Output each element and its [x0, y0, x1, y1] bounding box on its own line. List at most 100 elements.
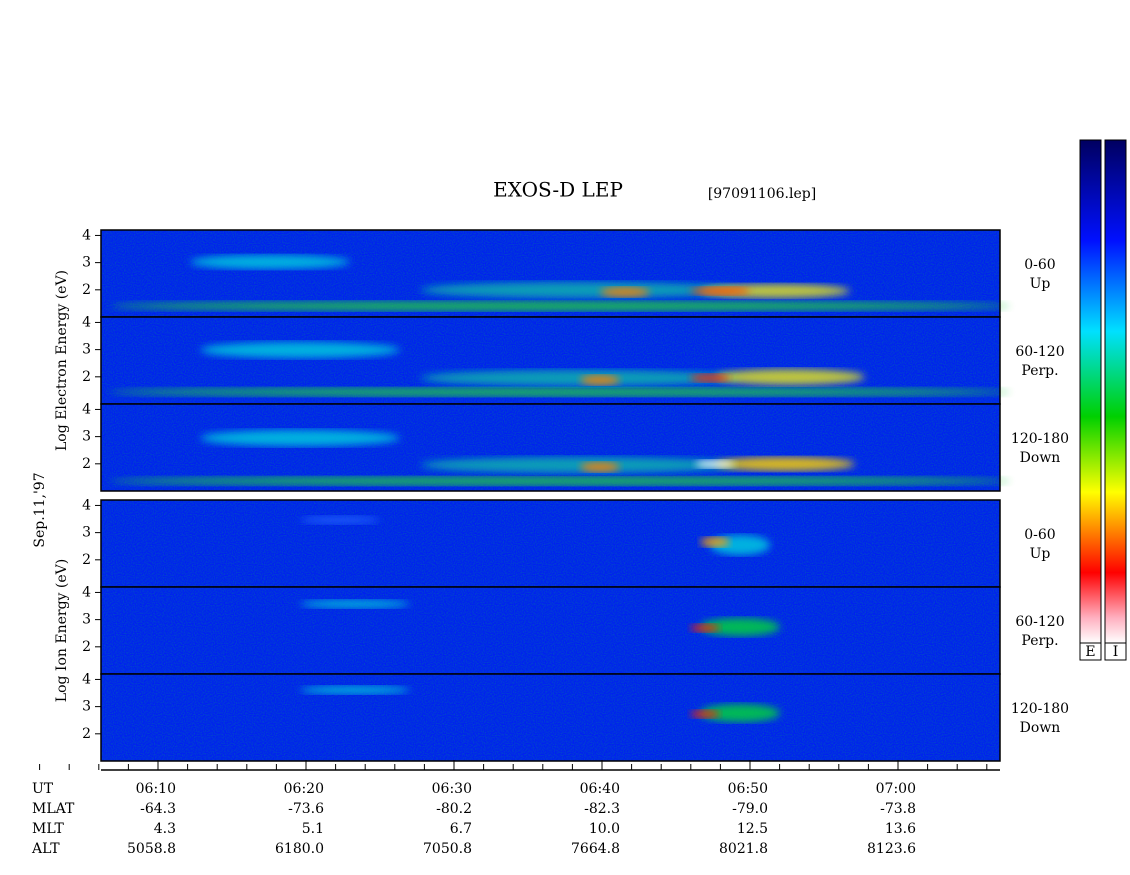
spectrogram-feature: [110, 387, 1010, 397]
spectrogram-feature: [690, 624, 720, 632]
y-tick-label: 4: [82, 401, 91, 417]
y-tick-label: 4: [82, 227, 91, 243]
y-tick-label: 4: [82, 671, 91, 687]
spectrogram-feature: [715, 457, 855, 471]
y-tick-label: 3: [82, 342, 91, 358]
spectrogram-feature: [700, 618, 780, 636]
spectrogram-noise: [101, 674, 1000, 761]
spectrogram-feature: [420, 457, 740, 473]
y-axis-title: Log Ion Energy (eV): [54, 559, 70, 702]
ephemeris-value: -80.2: [436, 801, 472, 817]
spectrogram-feature: [200, 430, 400, 446]
y-tick-label: 2: [82, 456, 91, 472]
ephemeris-label: UT: [32, 781, 54, 797]
ephemeris-value: 4.3: [154, 821, 176, 837]
ephemeris-value: 06:30: [432, 781, 472, 797]
ephemeris-value: 8021.8: [719, 841, 768, 857]
ephemeris-value: 6.7: [450, 821, 472, 837]
y-tick-label: 2: [82, 726, 91, 742]
spectrogram-noise: [101, 500, 1000, 587]
spectrogram-feature: [300, 600, 410, 608]
spectrogram-feature: [300, 686, 410, 694]
ephemeris-value: 07:00: [876, 781, 916, 797]
direction: Perp.: [1021, 363, 1058, 379]
panel-frame: [100, 403, 1001, 492]
pitch-angle: 0-60: [1024, 527, 1055, 543]
ephemeris-value: 06:20: [284, 781, 324, 797]
y-tick-label: 3: [82, 525, 91, 541]
ephemeris-value: 6180.0: [275, 841, 324, 857]
ephemeris-value: 06:10: [136, 781, 176, 797]
spectrogram-noise: [101, 587, 1000, 674]
spectrogram-feature: [700, 704, 780, 722]
spectrogram-feature: [700, 284, 850, 298]
ephemeris-value: -73.8: [880, 801, 916, 817]
spectrogram-feature: [695, 460, 735, 468]
y-tick-label: 4: [82, 314, 91, 330]
ephemeris-value: 10.0: [589, 821, 620, 837]
ephemeris-value: -64.3: [140, 801, 176, 817]
direction: Up: [1030, 546, 1051, 562]
panel-frame: [100, 673, 1001, 762]
colorbar-label: E: [1085, 644, 1095, 660]
colorbar: [1104, 139, 1127, 644]
ephemeris-value: 06:40: [580, 781, 620, 797]
pitch-angle: 0-60: [1024, 257, 1055, 273]
spectrogram-feature: [110, 301, 1010, 311]
spectrogram-feature: [580, 462, 620, 472]
pitch-angle: 120-180: [1011, 701, 1069, 717]
ephemeris-label: MLAT: [32, 801, 75, 817]
ephemeris-value: 5058.8: [127, 841, 176, 857]
direction: Down: [1020, 720, 1061, 736]
y-tick-label: 2: [82, 552, 91, 568]
y-tick-label: 4: [82, 497, 91, 513]
ephemeris-label: ALT: [31, 841, 60, 857]
spectrogram-feature: [300, 516, 380, 524]
y-axis-title: Log Electron Energy (eV): [54, 270, 70, 451]
pitch-angle: 60-120: [1015, 614, 1064, 630]
date-label: Sep.11,'97: [32, 472, 48, 547]
ephemeris-value: 8123.6: [867, 841, 916, 857]
ephemeris-value: 13.6: [885, 821, 916, 837]
spectrogram-feature: [690, 287, 750, 295]
direction: Up: [1030, 276, 1051, 292]
spectrogram-feature: [420, 282, 740, 298]
spectrogram-feature: [580, 375, 620, 385]
spectrogram-feature: [200, 342, 400, 358]
colorbar: [1079, 139, 1102, 644]
spectrogram-feature: [715, 369, 865, 385]
spectrogram-feature: [690, 710, 720, 718]
ephemeris-label: MLT: [32, 821, 64, 837]
colorbar-label: I: [1113, 644, 1119, 660]
spectrogram-feature: [700, 537, 730, 547]
pitch-angle: 60-120: [1015, 344, 1064, 360]
y-tick-label: 3: [82, 429, 91, 445]
ephemeris-value: 12.5: [737, 821, 768, 837]
spectrogram-feature: [600, 287, 650, 297]
colorbar-label-box: [1104, 642, 1127, 661]
ephemeris-value: -82.3: [584, 801, 620, 817]
spectrogram-noise: [101, 404, 1000, 491]
pitch-angle: 120-180: [1011, 431, 1069, 447]
direction: Down: [1020, 450, 1061, 466]
ephemeris-value: 7664.8: [571, 841, 620, 857]
ephemeris-value: 5.1: [302, 821, 324, 837]
y-tick-label: 2: [82, 639, 91, 655]
spectrogram-feature: [420, 370, 740, 386]
y-tick-label: 2: [82, 369, 91, 385]
y-tick-label: 4: [82, 584, 91, 600]
y-tick-label: 2: [82, 282, 91, 298]
ephemeris-value: -73.6: [288, 801, 324, 817]
y-tick-label: 3: [82, 699, 91, 715]
direction: Perp.: [1021, 633, 1058, 649]
ephemeris-value: 7050.8: [423, 841, 472, 857]
spectrogram-feature: [190, 255, 350, 269]
chart-title: EXOS-D LEP: [493, 178, 623, 202]
spectrogram-feature: [690, 374, 730, 382]
ephemeris-value: -79.0: [732, 801, 768, 817]
spectrogram-feature: [110, 476, 1010, 486]
y-tick-label: 3: [82, 612, 91, 628]
y-tick-label: 3: [82, 255, 91, 271]
